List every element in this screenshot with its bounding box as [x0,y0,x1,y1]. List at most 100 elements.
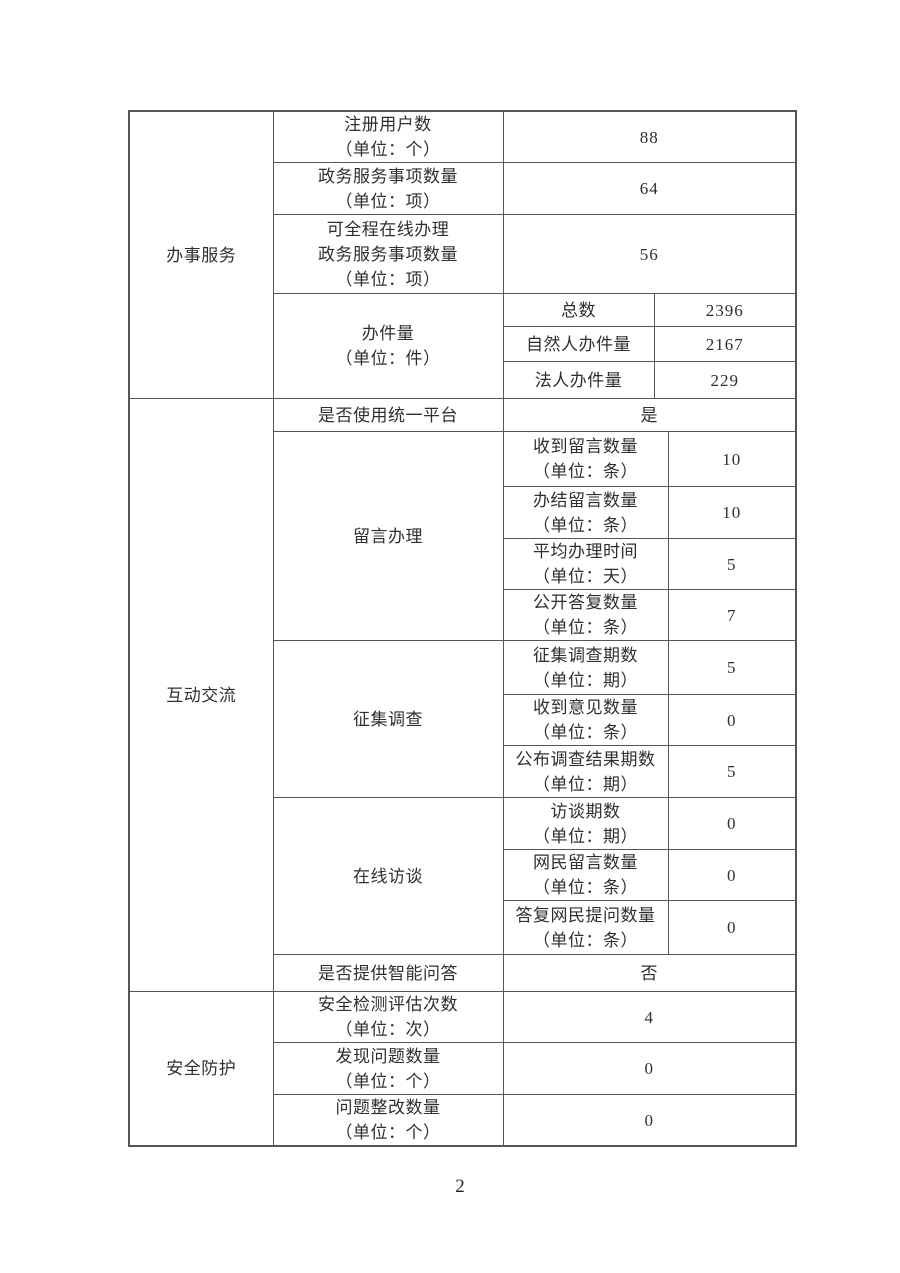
row-label: 征集调查 [353,709,423,729]
row-label: 在线访谈 [353,866,423,886]
label-cell-case-volume: 办件量 （单位：件） [272,293,504,399]
table-row: 安全防护 安全检测评估次数 （单位：次） 4 [128,991,797,1147]
row-unit: （单位：条） [533,462,638,481]
row-value: 5 [727,762,737,781]
row-value: 7 [727,605,737,625]
value-cell-msg-public-reply: 7 [667,589,797,641]
table-row: 留言办理 收到留言数量 （单位：条） 10 [129,431,797,641]
value-cell-msg-received: 10 [667,431,797,487]
row-label: 注册用户数 [344,115,432,134]
table-row: 办件量 （单位：件） 总数 2396 [129,293,797,399]
row-unit: （单位：条） [533,878,638,897]
table-row: 答复网民提问数量 （单位：条） 0 [129,900,797,955]
label-cell-service-items: 政务服务事项数量 （单位：项） [272,162,504,215]
value-cell-registered-users: 88 [502,110,797,163]
table-row: 问题整改数量 （单位：个） 0 [129,1094,797,1147]
row-value: 是 [640,405,658,425]
value-cell-interview-periods: 0 [667,797,797,850]
row-value: 64 [639,179,659,198]
table-row: 网民留言数量 （单位：条） 0 [129,849,797,901]
value-cell-case-legal: 229 [653,361,797,399]
row-label: 安全检测评估次数 [318,995,458,1014]
table-row: 收到意见数量 （单位：条） 0 [129,694,797,746]
row-unit: （单位：个） [335,140,441,159]
row-label: 收到意见数量 [533,698,638,717]
value-cell-unified-platform: 是 [502,398,797,432]
group-cell-security: 安全防护 [128,991,274,1147]
value-cell-issues-fixed: 0 [502,1094,797,1147]
row-label: 自然人办件量 [526,334,631,354]
row-value: 88 [639,127,659,147]
table-row: 发现问题数量 （单位：个） 0 [129,1042,797,1095]
row-value: 2167 [705,334,744,354]
row-unit: （单位：项） [335,191,441,211]
label-cell-registered-users: 注册用户数 （单位：个） [272,110,504,163]
row-value: 10 [722,503,742,522]
row-label: 访谈期数 [550,801,621,821]
row-unit: （单位：个） [335,1071,441,1091]
sublabel-cell-case-natural: 自然人办件量 [502,326,655,362]
label-cell-interview: 在线访谈 [272,797,504,955]
row-value: 0 [727,814,737,833]
value-cell-survey-results: 5 [667,745,797,798]
sublabel-cell-survey-opinions: 收到意见数量 （单位：条） [502,694,669,746]
row-value: 229 [710,370,739,390]
row-label: 公布调查结果期数 [515,749,656,769]
table-row: 平均办理时间 （单位：天） 5 [129,538,797,590]
row-label: 法人办件量 [534,370,623,390]
row-value: 0 [644,1059,654,1078]
sublabel-cell-survey-results: 公布调查结果期数 （单位：期） [502,745,669,798]
row-label: 平均办理时间 [533,542,638,561]
label-cell-issues-fixed: 问题整改数量 （单位：个） [272,1094,504,1147]
row-label: 收到留言数量 [533,437,638,456]
sublabel-cell-interview-replies: 答复网民提问数量 （单位：条） [502,900,669,955]
row-label: 是否使用统一平台 [318,405,458,425]
sublabel-cell-case-total: 总数 [502,293,655,327]
value-cell-issues-found: 0 [502,1042,797,1095]
row-unit: （单位：期） [533,826,638,846]
value-cell-case-natural: 2167 [653,326,797,362]
row-value: 5 [727,554,737,574]
row-label: 答复网民提问数量 [515,905,656,925]
row-unit: （单位：条） [533,930,638,950]
table-row: 办事服务 注册用户数 （单位：个） 88 [128,110,797,399]
group-cell-service: 办事服务 [128,110,274,399]
row-label: 留言办理 [353,526,423,546]
row-label: 公开答复数量 [533,593,638,612]
table-row: 互动交流 是否使用统一平台 是 [128,398,797,992]
table-row: 在线访谈 访谈期数 （单位：期） 0 [129,797,797,955]
value-cell-service-items: 64 [502,162,797,215]
row-label: 政务服务事项数量 [318,244,458,264]
label-cell-survey: 征集调查 [272,640,504,798]
value-cell-interview-messages: 0 [667,849,797,901]
row-label: 办件量 [361,324,415,343]
sublabel-cell-msg-completed: 办结留言数量 （单位：条） [502,486,669,539]
row-unit: （单位：条） [533,515,638,535]
value-cell-survey-periods: 5 [667,640,797,695]
row-value: 4 [644,1007,654,1027]
value-cell-survey-opinions: 0 [667,694,797,746]
row-label: 总数 [561,300,596,320]
group-cell-interaction: 互动交流 [128,398,274,992]
row-label: 是否提供智能问答 [318,963,458,983]
row-label: 问题整改数量 [335,1098,441,1117]
value-cell-security-checks: 4 [502,991,797,1043]
row-label: 办结留言数量 [533,490,638,510]
label-cell-message-handling: 留言办理 [272,431,504,641]
row-label: 发现问题数量 [335,1046,441,1066]
sublabel-cell-msg-public-reply: 公开答复数量 （单位：条） [502,589,669,641]
group-label-security: 安全防护 [166,1059,237,1078]
sublabel-cell-survey-periods: 征集调查期数 （单位：期） [502,640,669,695]
row-value: 56 [639,244,659,264]
row-label: 政务服务事项数量 [318,166,458,186]
row-unit: （单位：天） [533,567,638,586]
table-row: 办结留言数量 （单位：条） 10 [129,486,797,539]
table-row: 可全程在线办理 政务服务事项数量 （单位：项） 56 [129,214,797,294]
row-label: 网民留言数量 [533,853,638,872]
row-unit: （单位：项） [335,269,441,289]
annual-report-table: 办事服务 注册用户数 （单位：个） 88 政务服务事项数量 （单位：项） 64 … [128,110,798,1147]
value-cell-msg-avg-time: 5 [667,538,797,590]
table-row: 公布调查结果期数 （单位：期） 5 [129,745,797,798]
row-value: 否 [640,963,658,983]
